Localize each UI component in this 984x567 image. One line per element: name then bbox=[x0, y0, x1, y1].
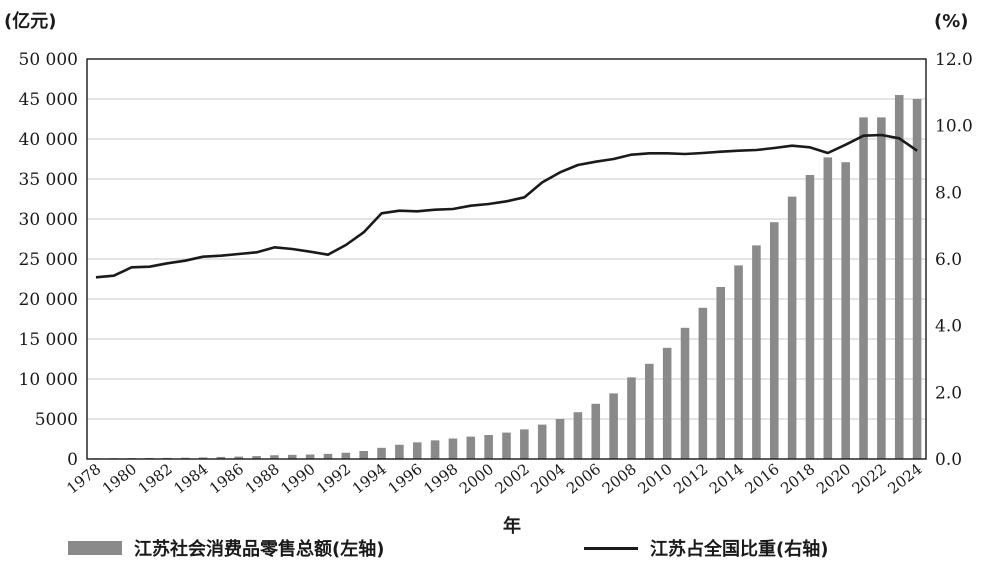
bar bbox=[412, 442, 422, 459]
x-axis-ticks: 1978198019821984198619881990199219941996… bbox=[63, 460, 925, 498]
bar bbox=[502, 432, 511, 459]
right-tick-label: 0.0 bbox=[935, 450, 962, 470]
left-tick-label: 45 000 bbox=[19, 90, 78, 110]
right-tick-label: 4.0 bbox=[935, 317, 962, 337]
x-tick-label: 1996 bbox=[385, 460, 426, 498]
x-tick-label: 2024 bbox=[884, 460, 925, 498]
bar-series bbox=[91, 95, 922, 460]
x-tick-label: 2008 bbox=[599, 460, 640, 498]
left-tick-label: 50 000 bbox=[19, 50, 78, 70]
right-tick-label: 2.0 bbox=[935, 383, 962, 403]
bar bbox=[609, 393, 618, 459]
x-tick-label: 1998 bbox=[420, 460, 461, 498]
bar bbox=[662, 347, 672, 459]
bar bbox=[894, 95, 904, 459]
bar bbox=[859, 117, 868, 460]
left-tick-label: 20 000 bbox=[19, 290, 78, 310]
bar bbox=[252, 456, 261, 459]
bar bbox=[912, 99, 922, 459]
left-tick-label: 30 000 bbox=[19, 210, 78, 230]
legend-swatch-bar bbox=[68, 541, 122, 555]
left-tick-label: 40 000 bbox=[19, 130, 78, 150]
x-tick-label: 1990 bbox=[277, 460, 318, 498]
bar bbox=[752, 245, 761, 459]
bar bbox=[484, 435, 493, 459]
left-tick-label: 0 bbox=[67, 450, 78, 470]
bar bbox=[787, 196, 797, 459]
left-axis-ticks: 0 5000 10 000 15 000 20 000 25 000 30 000 35 00… bbox=[19, 50, 78, 470]
bar bbox=[823, 157, 833, 459]
bar bbox=[395, 444, 404, 459]
x-tick-label: 2022 bbox=[849, 460, 890, 498]
bar bbox=[591, 403, 601, 459]
right-tick-label: 8.0 bbox=[935, 183, 962, 203]
bar bbox=[645, 363, 654, 459]
bar bbox=[680, 327, 690, 459]
bar bbox=[305, 454, 315, 459]
left-tick-label: 10 000 bbox=[19, 370, 78, 390]
gridlines bbox=[87, 98, 926, 420]
right-axis-unit: (%) bbox=[934, 11, 969, 32]
left-tick-label: 35 000 bbox=[19, 170, 78, 190]
bar bbox=[520, 429, 529, 459]
x-tick-label: 1984 bbox=[170, 460, 211, 498]
bar bbox=[234, 456, 244, 459]
x-tick-label: 1994 bbox=[349, 460, 390, 498]
x-tick-label: 1986 bbox=[206, 460, 247, 498]
x-tick-label: 2016 bbox=[742, 460, 783, 498]
right-axis-ticks: 0.0 2.0 4.0 6.0 8.0 10.0 12.0 bbox=[935, 50, 973, 470]
bar bbox=[270, 455, 279, 459]
bar bbox=[359, 451, 368, 459]
x-axis-label: 年 bbox=[503, 515, 521, 537]
right-tick-label: 10.0 bbox=[935, 117, 973, 137]
bar bbox=[805, 175, 815, 459]
x-tick-label: 2018 bbox=[777, 460, 818, 498]
left-tick-label: 5000 bbox=[35, 410, 78, 430]
bar bbox=[734, 265, 743, 459]
bar bbox=[841, 162, 850, 459]
x-tick-label: 1982 bbox=[135, 460, 176, 498]
x-tick-label: 1992 bbox=[313, 460, 354, 498]
bar bbox=[377, 447, 386, 459]
bar bbox=[198, 457, 208, 459]
right-tick-label: 12.0 bbox=[935, 50, 973, 70]
x-tick-label: 2020 bbox=[813, 460, 854, 498]
bar bbox=[627, 377, 636, 459]
x-tick-label: 2012 bbox=[670, 460, 711, 498]
legend-label-retail-sales: 江苏社会消费品零售总额(左轴) bbox=[134, 539, 385, 560]
x-tick-label: 2002 bbox=[492, 460, 533, 498]
bar bbox=[323, 453, 333, 459]
bar bbox=[698, 307, 708, 459]
share-line bbox=[95, 133, 918, 279]
bar bbox=[288, 454, 297, 459]
bar bbox=[716, 287, 725, 459]
legend-item-share: 江苏占全国比重(右轴) bbox=[584, 536, 828, 560]
legend-label-share: 江苏占全国比重(右轴) bbox=[650, 539, 829, 560]
x-tick-label: 2010 bbox=[634, 460, 675, 498]
bar bbox=[537, 424, 547, 459]
bar bbox=[341, 452, 351, 459]
right-tick-label: 6.0 bbox=[935, 250, 962, 270]
x-tick-label: 1988 bbox=[242, 460, 283, 498]
x-tick-label: 2006 bbox=[563, 460, 604, 498]
x-tick-label: 2004 bbox=[527, 460, 568, 498]
bar bbox=[769, 222, 779, 459]
bar bbox=[448, 438, 458, 459]
left-tick-label: 25 000 bbox=[19, 250, 78, 270]
left-tick-label: 15 000 bbox=[19, 330, 78, 350]
plot-frame bbox=[86, 58, 927, 460]
left-axis-unit: (亿元) bbox=[4, 10, 56, 32]
legend-swatch-line bbox=[584, 546, 638, 550]
bar bbox=[573, 412, 583, 459]
legend-item-retail-sales: 江苏社会消费品零售总额(左轴) bbox=[68, 536, 384, 560]
bar bbox=[877, 117, 886, 460]
x-tick-label: 2000 bbox=[456, 460, 497, 498]
x-tick-label: 1980 bbox=[99, 460, 140, 498]
x-tick-label: 2014 bbox=[706, 460, 747, 498]
bar bbox=[466, 436, 476, 459]
bar bbox=[555, 419, 565, 459]
bar bbox=[216, 456, 226, 459]
bar bbox=[430, 440, 440, 459]
